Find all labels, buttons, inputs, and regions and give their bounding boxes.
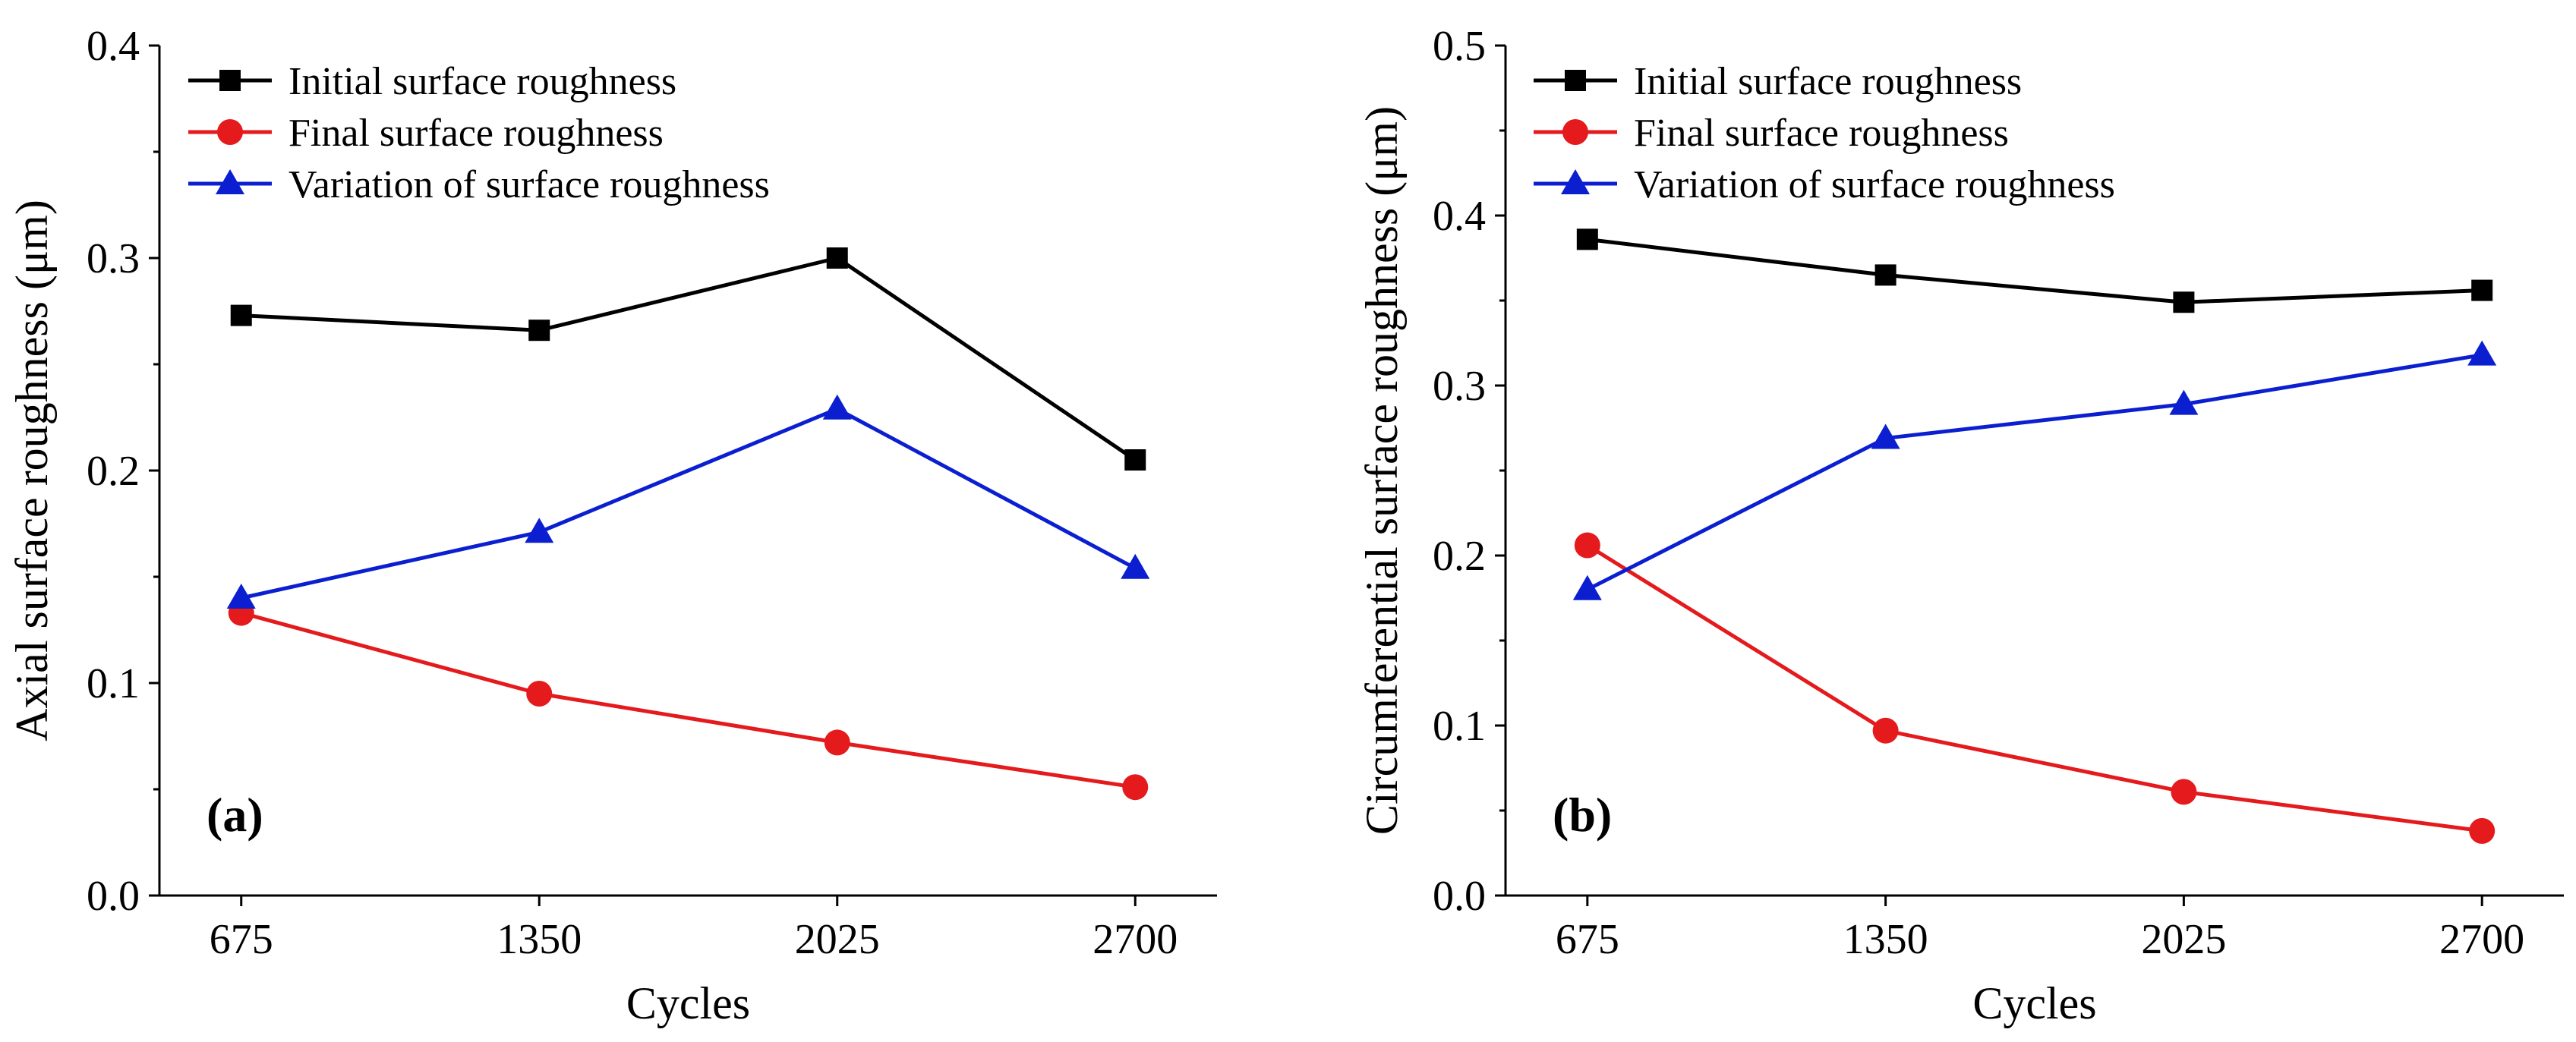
data-point-triangle bbox=[2169, 389, 2199, 415]
legend-label: Variation of surface roughness bbox=[1634, 163, 2115, 206]
legend-label: Final surface roughness bbox=[1634, 112, 2009, 155]
series-line-circle bbox=[1586, 543, 2483, 833]
data-point-square bbox=[230, 304, 252, 326]
y-axis-title: Axial surface roughness (μm) bbox=[7, 200, 57, 741]
data-point-square bbox=[2173, 291, 2195, 313]
legend-label: Initial surface roughness bbox=[288, 60, 676, 103]
data-point-triangle bbox=[1572, 575, 1602, 600]
data-point-triangle bbox=[822, 394, 852, 420]
y-tick-label: 0.0 bbox=[87, 873, 140, 920]
data-point-circle bbox=[1872, 717, 1899, 744]
legend-marker-triangle bbox=[1561, 169, 1590, 194]
series-line-triangle bbox=[241, 407, 1137, 600]
legend-label: Initial surface roughness bbox=[1634, 60, 2022, 103]
data-point-triangle bbox=[226, 584, 256, 609]
x-tick-label: 2700 bbox=[1093, 916, 1178, 963]
series-line-circle bbox=[241, 611, 1136, 789]
chart-panel-b: 0.0 0.1 0.2 0.3 0.4 0.5 675 1350 2025 2700 Cycles C… bbox=[1357, 23, 2564, 1028]
data-point-square bbox=[2471, 279, 2493, 301]
panel-label: (a) bbox=[207, 788, 263, 842]
y-tick-label: 0.4 bbox=[1433, 193, 1486, 240]
y-tick-label: 0.1 bbox=[1433, 703, 1486, 750]
data-point-triangle bbox=[1871, 423, 1900, 449]
y-tick-label: 0.3 bbox=[87, 235, 140, 282]
data-point-square bbox=[528, 320, 550, 342]
series-line-square bbox=[241, 256, 1137, 462]
data-point-triangle bbox=[2467, 340, 2497, 366]
legend-marker-circle bbox=[217, 119, 243, 145]
data-point-square bbox=[826, 247, 848, 269]
x-tick-label: 675 bbox=[1556, 916, 1619, 963]
data-point-circle bbox=[824, 729, 850, 756]
data-point-square bbox=[1576, 228, 1598, 250]
x-tick-label: 2025 bbox=[795, 916, 880, 963]
y-tick-label: 0.4 bbox=[87, 23, 140, 70]
data-point-circle bbox=[1574, 532, 1600, 559]
x-axis-title: Cycles bbox=[626, 978, 750, 1028]
x-tick-label: 675 bbox=[210, 916, 273, 963]
data-point-circle bbox=[2171, 779, 2197, 805]
data-point-circle bbox=[1122, 774, 1149, 801]
data-point-square bbox=[1874, 264, 1897, 286]
x-tick-label: 1350 bbox=[1843, 916, 1928, 963]
legend-marker-square bbox=[1565, 70, 1586, 91]
chart-panel-a: 0.0 0.1 0.2 0.3 0.4 675 1350 2025 2700 Cycles Axia… bbox=[7, 23, 1217, 1028]
x-tick-label: 2700 bbox=[2439, 916, 2524, 963]
y-tick-label: 0.3 bbox=[1433, 363, 1486, 410]
y-tick-label: 0.1 bbox=[87, 660, 140, 707]
series-line-triangle bbox=[1586, 353, 2483, 592]
legend-marker-square bbox=[219, 70, 241, 91]
data-point-circle bbox=[2469, 817, 2496, 844]
data-point-triangle bbox=[1121, 553, 1150, 579]
data-point-circle bbox=[526, 681, 553, 707]
legend-marker-triangle bbox=[216, 169, 244, 194]
series-line-square bbox=[1587, 237, 2483, 304]
x-axis-title: Cycles bbox=[1972, 978, 2096, 1028]
panel-label: (b) bbox=[1553, 788, 1612, 842]
legend-label: Final surface roughness bbox=[288, 112, 664, 155]
x-tick-label: 2025 bbox=[2141, 916, 2226, 963]
x-tick-label: 1350 bbox=[497, 916, 582, 963]
data-point-square bbox=[1124, 449, 1146, 471]
legend-label: Variation of surface roughness bbox=[288, 163, 770, 206]
y-tick-label: 0.5 bbox=[1433, 23, 1486, 70]
y-tick-label: 0.2 bbox=[1433, 533, 1486, 580]
y-tick-label: 0.0 bbox=[1433, 873, 1486, 920]
legend-marker-circle bbox=[1562, 119, 1588, 145]
y-axis-title: Circumferential surface roughness (μm) bbox=[1357, 106, 1407, 835]
y-tick-label: 0.2 bbox=[87, 448, 140, 495]
data-point-triangle bbox=[525, 518, 554, 543]
